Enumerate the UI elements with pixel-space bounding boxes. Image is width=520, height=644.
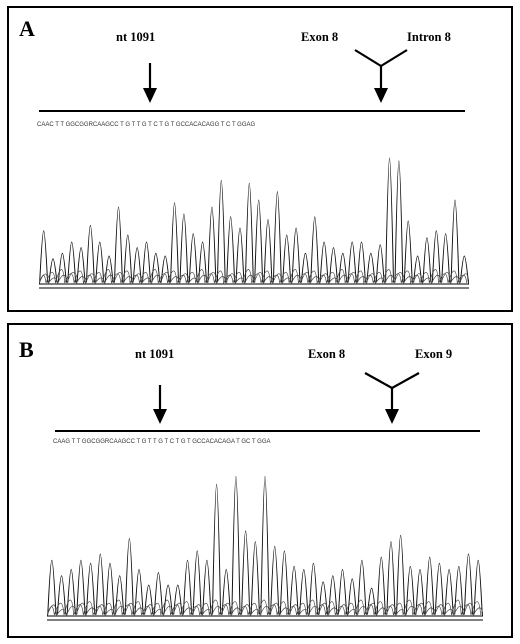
panel-a: A nt 1091 Exon 8 Intron 8 CAAC T T GGCGG… [7, 6, 513, 312]
junction-arrow-icon [364, 372, 420, 424]
panel-letter: B [19, 337, 34, 362]
secondary-trace-line [39, 271, 469, 285]
annotation-arrows [153, 372, 420, 424]
base-call-sequence: CAAC T T GGCGGRCAAGCC T G T T G T C T G … [37, 122, 256, 128]
sequence-ruler [55, 430, 480, 432]
chromatogram-trace [39, 157, 469, 289]
secondary-trace-line [47, 599, 481, 617]
down-arrow-icon [153, 385, 167, 424]
down-arrow-icon [143, 63, 157, 103]
trace-line [47, 475, 483, 617]
sequence-ruler [39, 110, 465, 112]
secondary-trace-line [47, 602, 483, 617]
junction-arrow-icon [354, 49, 408, 103]
trace-line [39, 157, 469, 285]
panel-letter: A [19, 16, 35, 41]
nucleotide-position-label: nt 1091 [135, 347, 175, 361]
exon-label: Exon 8 [301, 30, 339, 44]
junction-label: Intron 8 [407, 30, 451, 44]
exon-label: Exon 8 [308, 347, 346, 361]
secondary-trace-line [39, 269, 468, 285]
annotation-arrows [143, 49, 408, 103]
junction-label: Exon 9 [415, 347, 453, 361]
nucleotide-position-label: nt 1091 [116, 30, 156, 44]
panel-b: B nt 1091 Exon 8 Exon 9 CAAG T T GGCGGRC… [7, 323, 513, 638]
chromatogram-trace [47, 475, 483, 621]
base-call-sequence: CAAG T T GGCGGRCAAGCC T G T T G T C T G … [53, 439, 271, 445]
